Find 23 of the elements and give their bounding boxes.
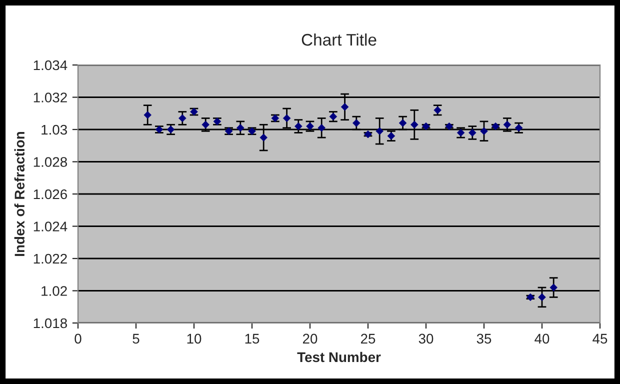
point — [352, 119, 360, 127]
x-tick-label: 30 — [418, 334, 434, 344]
x-tick-label: 0 — [74, 334, 82, 344]
x-axis-title: Test Number — [297, 352, 381, 362]
x-tick-label: 15 — [245, 334, 260, 344]
y-tick-label: 1.022 — [34, 254, 67, 264]
y-tick-label: 1.034 — [34, 60, 68, 70]
y-tick-label: 1.024 — [34, 222, 68, 232]
x-tick-label: 45 — [592, 334, 608, 344]
y-axis-title: Index of Refraction — [14, 132, 25, 256]
x-tick-label: 35 — [476, 334, 492, 344]
x-tick-label: 20 — [302, 334, 318, 344]
x-tick-label: 5 — [132, 334, 140, 344]
y-tick-label: 1.02 — [42, 286, 67, 296]
y-tick-label: 1.032 — [34, 92, 67, 102]
x-tick-label: 40 — [534, 334, 550, 344]
y-tick-label: 1.03 — [42, 124, 67, 135]
chart-title: Chart Title — [302, 33, 376, 46]
y-tick-label: 1.028 — [34, 157, 67, 167]
y-tick-label: 1.026 — [34, 189, 67, 200]
x-tick-label: 10 — [187, 334, 202, 344]
y-tick-label: 1.018 — [34, 318, 67, 328]
x-tick-label: 25 — [360, 334, 376, 344]
